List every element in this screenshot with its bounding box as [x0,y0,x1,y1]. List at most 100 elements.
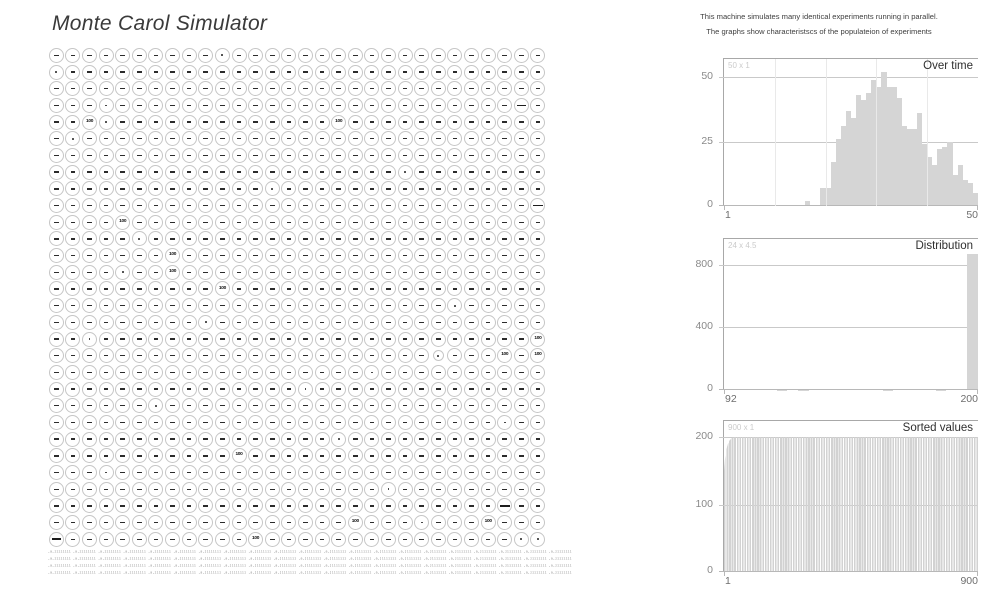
experiment-dial [380,214,396,230]
dial-needle [303,405,308,407]
dial-needle [336,455,341,457]
experiment-dial [314,114,330,130]
ticker-tape-line: ,a,jiiiiiii ,a,jiiiiiii ,a,jiiiiiii ,a,j… [48,563,572,568]
experiment-dial [447,47,463,63]
dial-needle [170,221,175,223]
experiment-dial [380,314,396,330]
experiment-dial [447,198,463,214]
dial-needle [519,288,524,290]
experiment-dial [248,448,264,464]
experiment-dial [380,248,396,264]
dial-needle [419,88,424,90]
dial-needle [137,321,142,324]
y-gridline [719,205,978,206]
dial-needle [336,388,341,390]
experiment-dial [364,97,380,113]
dial-needle [352,188,358,190]
experiment-dial [65,231,81,247]
dial-needle [170,455,175,457]
overtime-y-axis: 0 25 50 [686,58,718,210]
caption-line-2: The graphs show characteristscs of the p… [706,27,932,36]
experiment-dial [264,264,280,280]
dial-needle [485,438,491,440]
experiment-dial [414,398,430,414]
experiment-dial [65,414,81,430]
dial-needle [236,121,242,123]
experiment-dial [464,81,480,97]
experiment-dial [530,264,546,280]
dial-needle [253,204,258,207]
experiment-dial [115,248,131,264]
dial-needle [203,371,209,374]
dial-needle [336,171,341,173]
experiment-dial [181,164,197,180]
experiment-dial [430,331,446,347]
experiment-dial [82,364,98,380]
dial-needle [137,138,142,140]
experiment-dial [364,147,380,163]
dial-needle [269,388,275,390]
dial-needle [153,371,159,374]
dial-needle [402,121,408,123]
dial-needle [253,88,258,90]
y-tick-label: 25 [701,134,713,147]
dial-needle [170,321,175,324]
experiment-dial [264,198,280,214]
experiment-dial [331,214,347,230]
experiment-dial [430,81,446,97]
experiment-dial [331,231,347,247]
dial-needle [87,388,92,390]
experiment-dial [82,64,98,80]
dial-needle [186,238,192,240]
overtime-title: Over time [923,60,973,72]
dial-needle [203,238,209,240]
experiment-dial [131,147,147,163]
dial-needle [236,304,242,307]
dial-needle [386,471,391,474]
dial-needle [120,388,126,390]
experiment-dial [248,198,264,214]
dial-needle [436,121,441,123]
experiment-dial [380,364,396,380]
dial-needle [336,288,341,290]
experiment-dial [165,531,181,547]
experiment-dial [364,114,380,130]
dial-needle [519,338,524,340]
dial-needle [220,104,225,107]
dial-needle [419,505,424,507]
experiment-dial [148,431,164,447]
experiment-dial [397,364,413,380]
experiment-dial [314,414,330,430]
experiment-dial [115,531,131,547]
experiment-dial [447,248,463,264]
experiment-dial [464,314,480,330]
experiment-dial [314,164,330,180]
experiment-dial [380,81,396,97]
dial-needle [87,238,92,240]
experiment-dial [82,298,98,314]
dial-needle [54,121,59,123]
dial-needle [54,188,59,190]
experiment-dial [148,331,164,347]
overtime-x-min: 1 [725,209,731,221]
dial-needle [54,521,59,524]
dial-needle [436,288,441,290]
experiment-dial [364,248,380,264]
dial-needle [87,488,92,490]
dial-needle [120,371,126,374]
dial-needle [369,238,375,240]
dial-needle [485,254,491,257]
experiment-dial [281,231,297,247]
dial-needle [87,188,92,190]
experiment-dial [497,198,513,214]
experiment-dial [131,314,147,330]
dial-needle [269,338,275,340]
experiment-dial [181,281,197,297]
experiment-dial [198,264,214,280]
y-tick-label: 400 [695,320,713,333]
dial-needle [120,505,126,507]
histogram-bar [835,138,841,206]
dial-needle [352,488,358,490]
experiment-dial [530,531,546,547]
experiment-dial [115,465,131,481]
